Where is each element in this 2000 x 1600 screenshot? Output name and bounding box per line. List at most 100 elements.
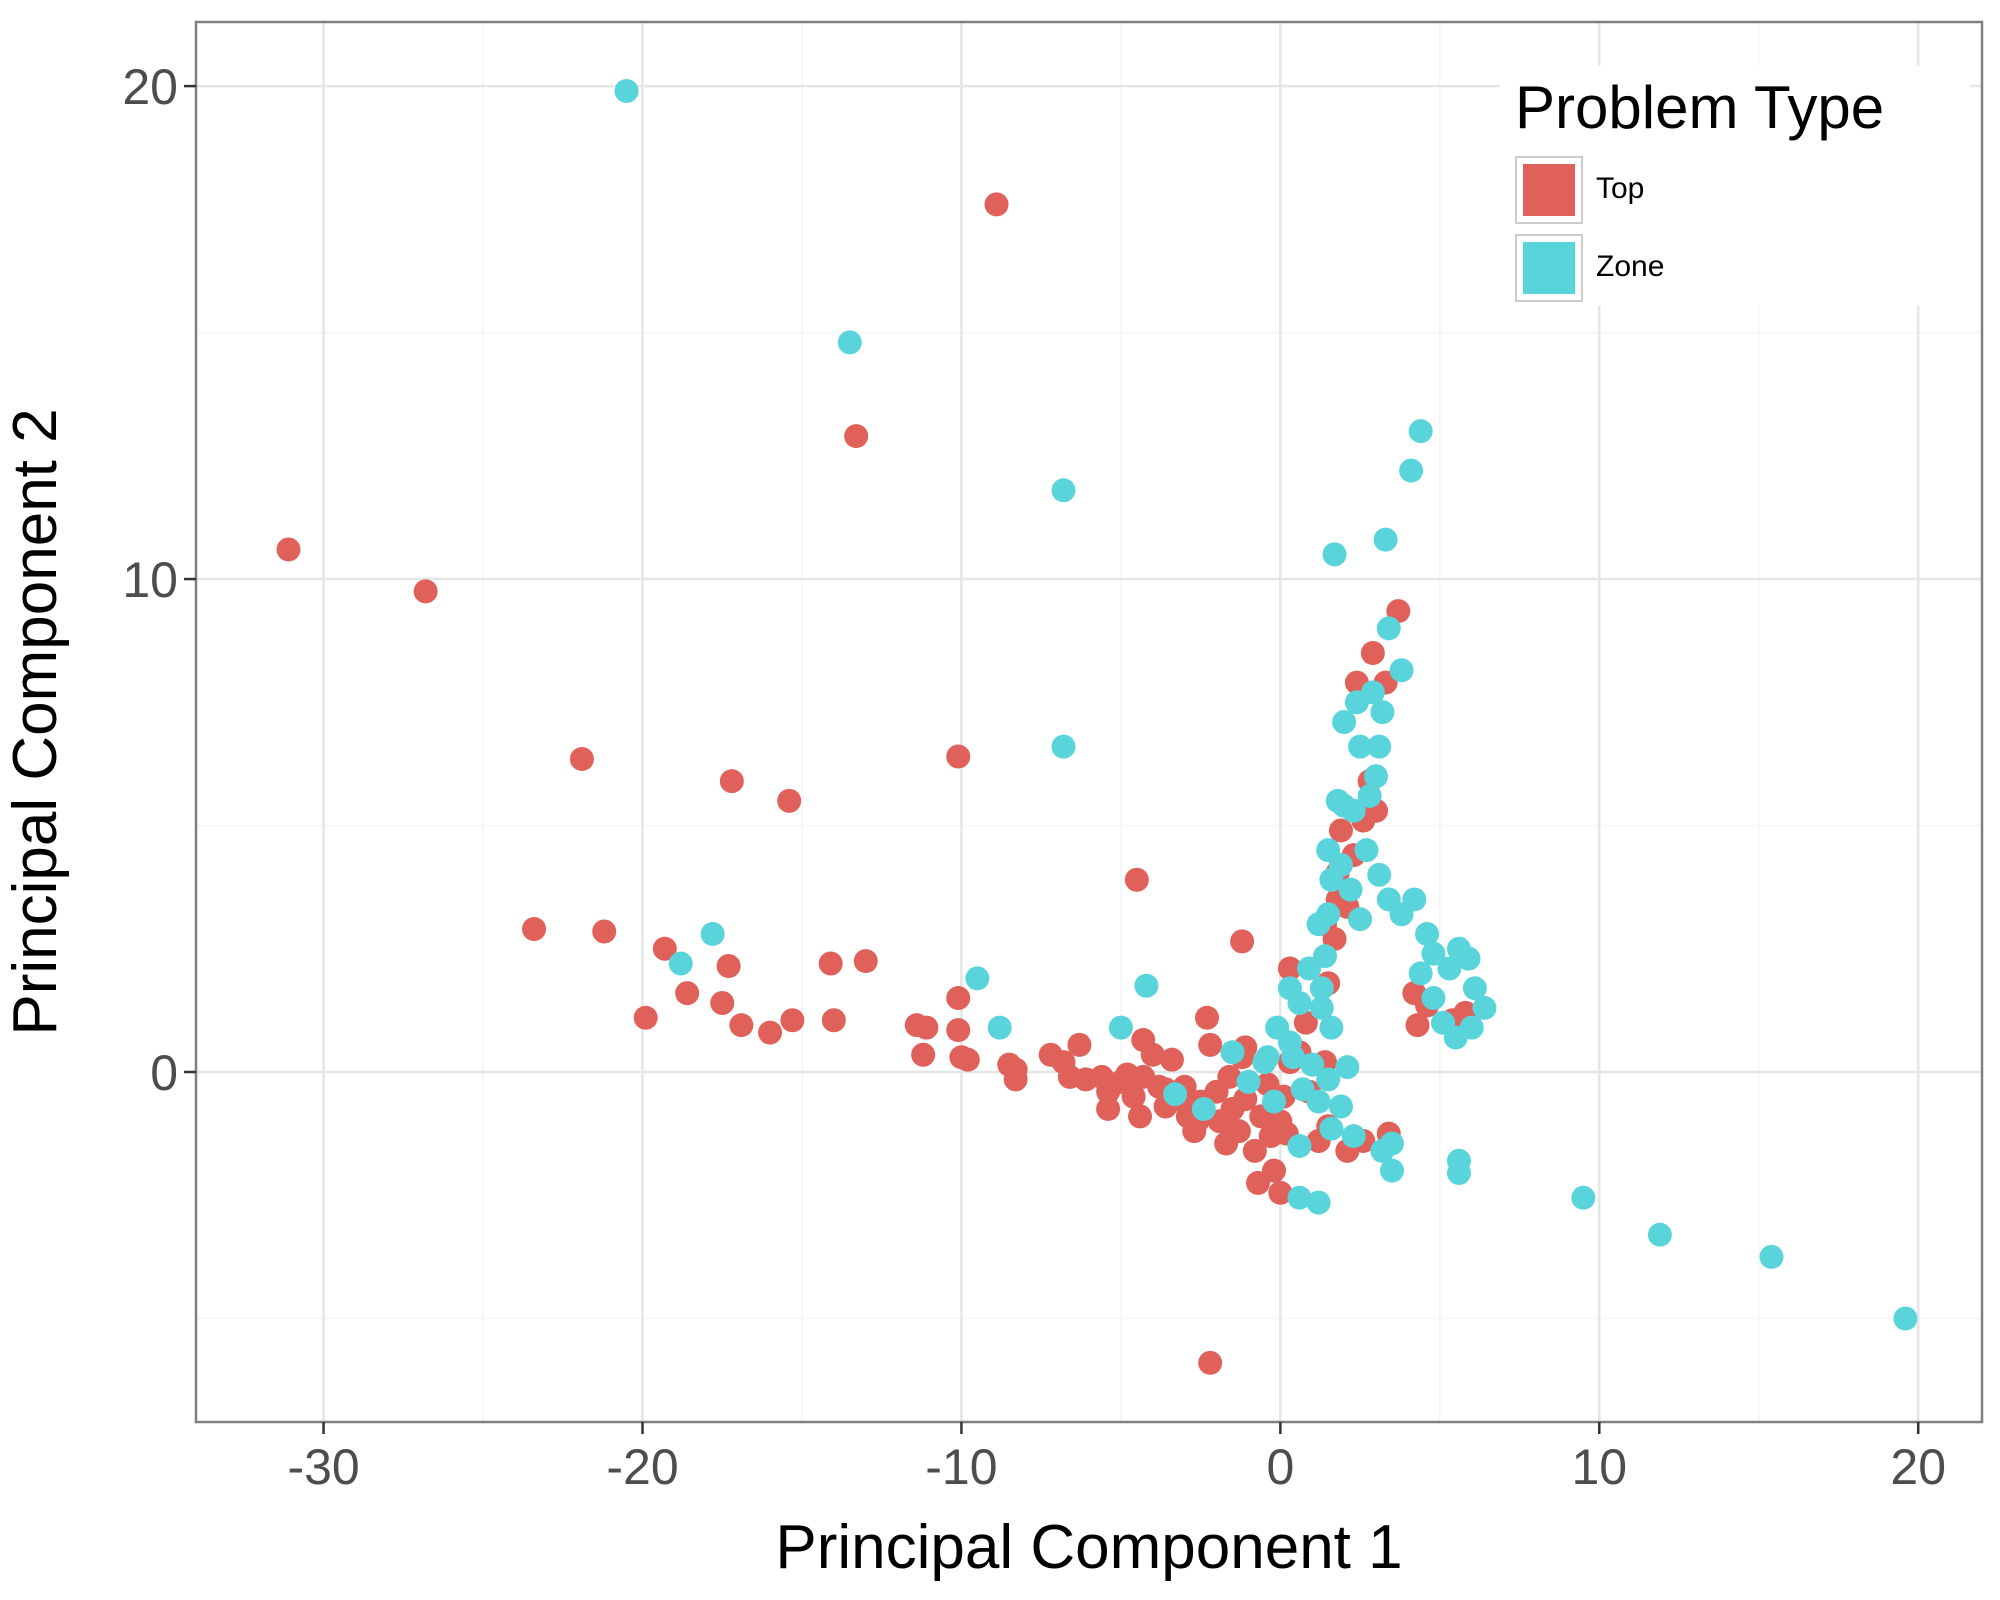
data-point-top (984, 192, 1009, 217)
data-point-top (413, 579, 438, 604)
x-axis-title: Principal Component 1 (775, 1513, 1402, 1582)
data-point-zone (1370, 700, 1395, 725)
series-top (276, 192, 1478, 1375)
data-point-zone (1309, 995, 1334, 1020)
x-tick-label: 10 (1571, 1439, 1627, 1495)
data-point-zone (1759, 1244, 1784, 1269)
data-point-zone (1309, 976, 1334, 1001)
x-tick-label: 0 (1266, 1439, 1294, 1495)
data-point-zone (1338, 877, 1363, 902)
data-point-top (1096, 1096, 1121, 1121)
data-point-zone (1472, 995, 1497, 1020)
data-point-top (1217, 1064, 1242, 1089)
data-point-zone (1348, 907, 1373, 932)
data-point-zone (1354, 838, 1379, 863)
data-point-top (946, 986, 971, 1011)
data-point-top (710, 990, 735, 1015)
data-point-top (1195, 1005, 1220, 1030)
data-point-zone (1319, 1015, 1344, 1040)
data-point-zone (614, 79, 639, 104)
data-point-top (914, 1015, 939, 1040)
data-point-top (1198, 1350, 1223, 1375)
data-point-zone (1456, 946, 1481, 971)
x-tick-label: 20 (1890, 1439, 1946, 1495)
data-point-top (1003, 1067, 1028, 1092)
data-point-zone (1341, 798, 1366, 823)
legend-label-zone: Zone (1596, 250, 1664, 283)
data-point-top (633, 1005, 658, 1030)
data-point-zone (1367, 862, 1392, 887)
data-point-top (1159, 1047, 1184, 1072)
data-point-zone (1379, 1158, 1404, 1183)
data-point-top (1124, 867, 1149, 892)
data-point-top (1328, 818, 1353, 843)
x-tick-label: -10 (925, 1439, 997, 1495)
data-point-zone (1328, 852, 1353, 877)
data-point-zone (1287, 990, 1312, 1015)
data-point-zone (1408, 961, 1433, 986)
data-point-zone (700, 921, 725, 946)
data-point-zone (1322, 542, 1347, 567)
data-point-zone (1287, 1133, 1312, 1158)
data-point-top (716, 954, 741, 979)
data-point-top (853, 949, 878, 974)
data-point-zone (1328, 1094, 1353, 1119)
x-axis: -30 -20 -10 0 10 20 (287, 1422, 1946, 1495)
data-point-top (1226, 1119, 1251, 1144)
data-point-zone (1319, 1116, 1344, 1141)
data-point-zone (1306, 1089, 1331, 1114)
data-point-top (719, 769, 744, 794)
y-tick-label: 0 (150, 1045, 178, 1101)
data-point-top (955, 1047, 980, 1072)
data-point-top (1198, 1032, 1223, 1057)
data-point-zone (1300, 1052, 1325, 1077)
plot-panel-border (194, 20, 1984, 1424)
y-axis-title: Principal Component 2 (1, 408, 70, 1035)
legend-swatch-top (1523, 164, 1575, 216)
data-point-top (946, 1018, 971, 1043)
data-point-top (821, 1008, 846, 1033)
legend: Problem Type Top Zone (1500, 66, 1970, 306)
data-point-zone (1373, 527, 1398, 552)
data-point-top (1293, 1010, 1318, 1035)
data-point-zone (1220, 1040, 1245, 1065)
data-point-top (1242, 1138, 1267, 1163)
data-point-top (652, 936, 677, 961)
data-point-top (569, 746, 594, 771)
data-point-top (1268, 1180, 1293, 1205)
data-points (276, 79, 1918, 1375)
data-point-zone (1402, 887, 1427, 912)
data-point-top (1246, 1170, 1271, 1195)
data-point-zone (1134, 973, 1159, 998)
data-point-zone (1277, 1030, 1302, 1055)
data-point-top (1405, 1013, 1430, 1038)
data-point-top (592, 919, 617, 944)
data-point-zone (1191, 1096, 1216, 1121)
data-point-zone (1446, 1161, 1471, 1186)
data-point-top (1277, 956, 1302, 981)
legend-title: Problem Type (1515, 74, 1884, 141)
data-point-top (1121, 1084, 1146, 1109)
data-point-top (522, 917, 547, 942)
data-point-zone (1051, 734, 1076, 759)
y-tick-label: 20 (122, 59, 178, 115)
data-point-zone (1297, 956, 1322, 981)
data-point-zone (965, 966, 990, 991)
data-point-zone (1364, 764, 1389, 789)
data-point-zone (1431, 1010, 1456, 1035)
data-point-zone (1255, 1045, 1280, 1070)
data-point-top (1360, 640, 1385, 665)
y-tick-label: 10 (122, 552, 178, 608)
data-point-zone (1367, 734, 1392, 759)
data-point-zone (1335, 1055, 1360, 1080)
data-point-top (758, 1020, 783, 1045)
data-point-zone (1261, 1089, 1286, 1114)
data-point-zone (1287, 1185, 1312, 1210)
data-point-top (729, 1013, 754, 1038)
data-point-top (675, 981, 700, 1006)
data-point-top (911, 1042, 936, 1067)
data-point-top (276, 537, 301, 562)
data-point-zone (1108, 1015, 1133, 1040)
data-point-zone (1421, 941, 1446, 966)
data-point-top (946, 744, 971, 769)
